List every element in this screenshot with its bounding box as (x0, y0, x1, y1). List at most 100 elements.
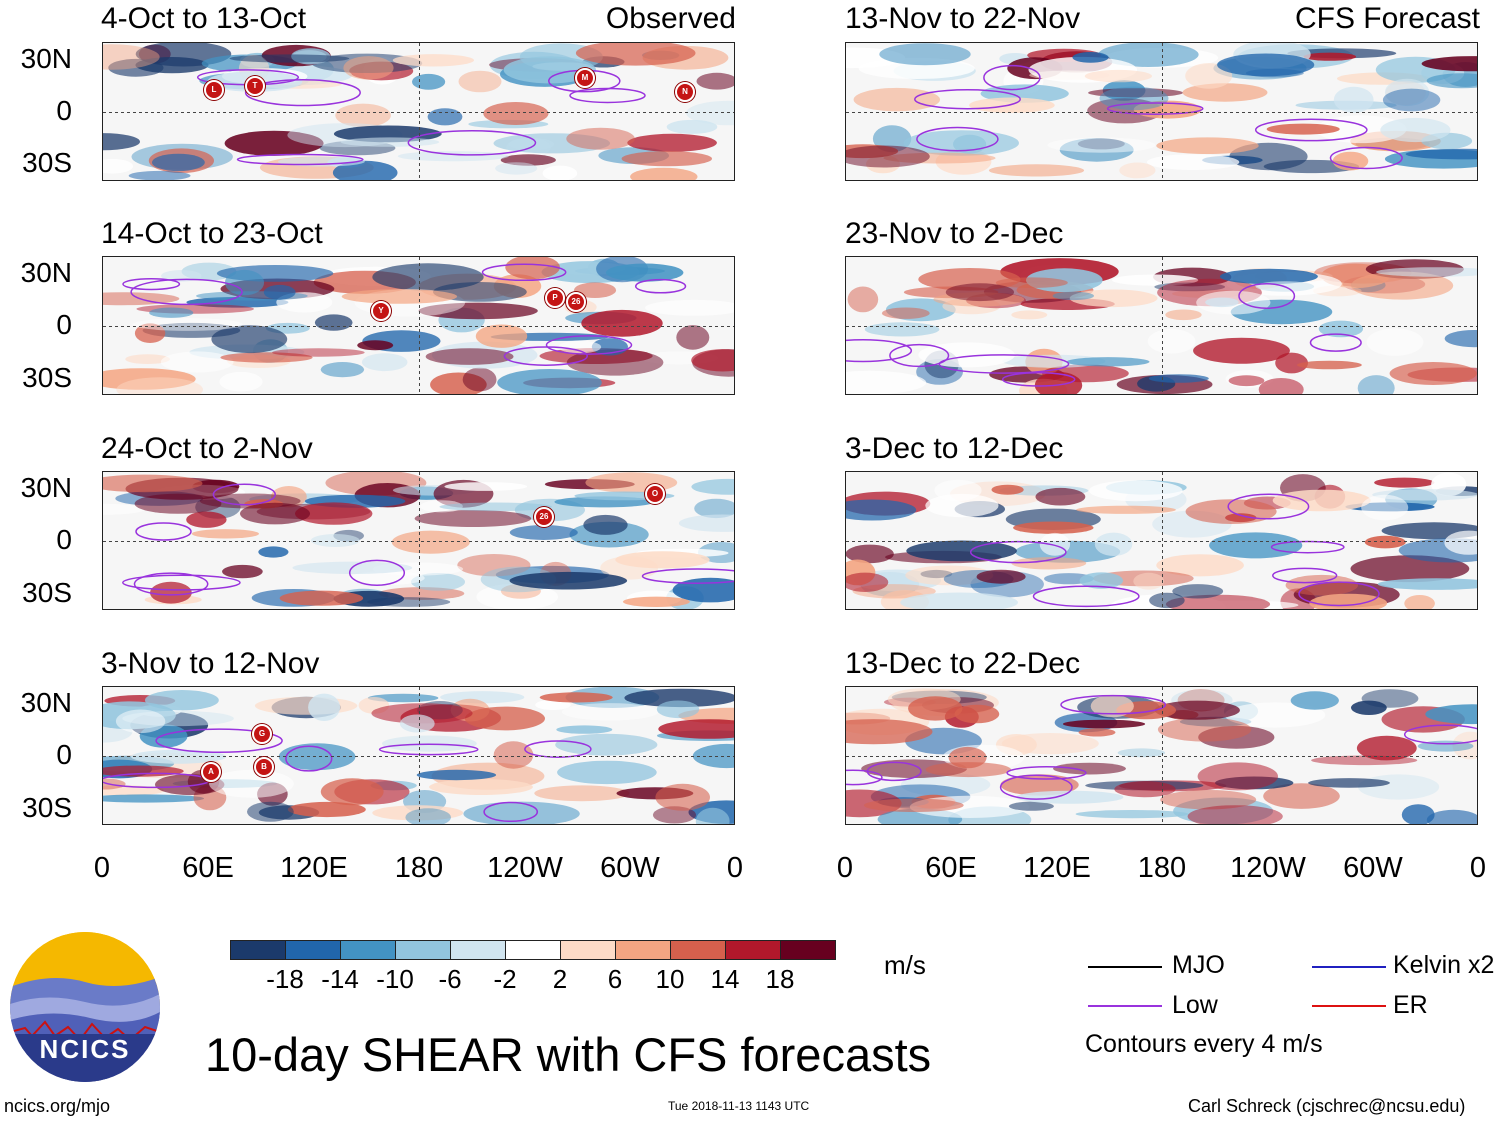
panel-title: 23-Nov to 2-Dec (845, 217, 1064, 250)
lon-label: 180 (1137, 852, 1187, 884)
shear-anomaly-blob (846, 499, 917, 521)
shear-anomaly-blob (457, 554, 531, 577)
shear-anomaly-blob (1011, 310, 1048, 320)
low-contour (130, 278, 243, 306)
shear-anomaly-blob (418, 302, 538, 320)
shear-anomaly-blob (505, 257, 560, 280)
shear-anomaly-blob (542, 165, 578, 180)
shear-anomaly-blob (621, 151, 712, 167)
shear-map (845, 686, 1478, 825)
shear-anomaly-blob (149, 307, 194, 318)
shear-anomaly-blob (367, 597, 451, 607)
shear-anomaly-blob (160, 351, 234, 373)
lat-label-30n: 30N (20, 257, 72, 288)
low-contour (914, 88, 1021, 110)
shear-anomaly-blob (272, 348, 365, 357)
shear-anomaly-blob (695, 807, 730, 824)
colorbar-label: 14 (710, 964, 740, 994)
shear-anomaly-blob (497, 369, 602, 394)
colorbar-label: 2 (552, 964, 568, 994)
shear-anomaly-blob (933, 292, 1025, 307)
storm-marker: N (675, 82, 695, 102)
shear-anomaly-blob (392, 54, 474, 67)
shear-anomaly-blob (561, 703, 659, 721)
shear-anomaly-blob (539, 692, 613, 703)
shear-anomaly-blob (103, 794, 205, 803)
shear-anomaly-blob (1154, 700, 1240, 720)
shear-anomaly-blob (463, 801, 580, 824)
shear-anomaly-blob (864, 322, 940, 337)
shear-anomaly-blob (573, 282, 617, 298)
low-contour (122, 277, 181, 291)
shear-map (845, 256, 1478, 395)
shear-anomaly-blob (1066, 357, 1150, 367)
panel-title: 13-Nov to 22-Nov (845, 2, 1081, 35)
lon-label: 0 (726, 852, 744, 884)
shear-anomaly-blob (627, 133, 717, 152)
shear-anomaly-blob (1075, 810, 1189, 819)
shear-anomaly-blob (1034, 371, 1083, 394)
shear-anomaly-blob (1405, 148, 1477, 160)
shear-anomaly-blob (1318, 320, 1364, 338)
shear-anomaly-blob (1224, 702, 1326, 728)
shear-anomaly-blob (483, 102, 549, 125)
shear-anomaly-blob (988, 164, 1085, 177)
colorbar-box (560, 940, 616, 960)
shear-anomaly-blob (853, 87, 940, 112)
shear-anomaly-blob (211, 325, 288, 354)
colorbar-box (450, 940, 506, 960)
shear-anomaly-blob (145, 690, 219, 711)
shear-anomaly-blob (1090, 694, 1134, 718)
shear-anomaly-blob (1197, 762, 1278, 791)
lon-label: 120W (1230, 852, 1306, 884)
panel-title: 3-Dec to 12-Dec (845, 432, 1064, 465)
shear-anomaly-blob (1303, 52, 1357, 61)
shear-anomaly-blob (1077, 138, 1125, 150)
low-contour (244, 78, 361, 107)
shear-anomaly-blob (343, 56, 394, 80)
shear-anomaly-blob (1157, 717, 1252, 742)
shear-anomaly-blob (131, 749, 227, 764)
shear-anomaly-blob (658, 719, 734, 739)
shear-anomaly-blob (908, 696, 963, 721)
low-contour (285, 745, 333, 772)
shear-anomaly-blob (883, 152, 996, 164)
shear-anomaly-blob (134, 493, 222, 514)
shear-anomaly-blob (1114, 781, 1176, 798)
shear-map (845, 471, 1478, 610)
colorbar-label: -10 (376, 964, 414, 994)
shear-anomaly-blob (425, 348, 514, 365)
shear-anomaly-blob (1072, 52, 1109, 63)
low-contour (1403, 724, 1477, 745)
low-contour (503, 346, 588, 366)
shear-anomaly-blob (254, 696, 358, 715)
shear-anomaly-blob (229, 54, 350, 63)
shear-anomaly-blob (1357, 375, 1395, 394)
shear-anomaly-blob (308, 693, 341, 721)
shear-anomaly-blob (1039, 532, 1071, 556)
shear-anomaly-blob (495, 162, 538, 175)
low-contour (135, 522, 192, 541)
shear-anomaly-blob (1089, 480, 1183, 502)
shear-anomaly-blob (583, 514, 628, 535)
low-contour (481, 263, 567, 282)
lat-label-eq: 0 (56, 95, 72, 126)
shear-anomaly-blob (555, 733, 658, 756)
shear-anomaly-blob (900, 592, 1018, 609)
shear-anomaly-blob (1351, 271, 1454, 300)
shear-anomaly-blob (1078, 728, 1116, 737)
shear-anomaly-blob (500, 154, 556, 166)
shear-anomaly-blob (1147, 329, 1196, 354)
shear-anomaly-blob (500, 583, 541, 599)
colorbar-label: 6 (607, 964, 623, 994)
footer-url[interactable]: ncics.org/mjo (4, 1096, 111, 1116)
lat-label-30s: 30S (22, 147, 72, 178)
shear-anomaly-blob (879, 43, 971, 66)
low-contour (983, 64, 1041, 91)
shear-anomaly-blob (954, 704, 1000, 724)
shear-anomaly-blob (1333, 86, 1374, 113)
shear-anomaly-blob (1052, 291, 1094, 301)
low-contour (1227, 493, 1310, 520)
shear-anomaly-blob (1185, 63, 1233, 89)
shear-anomaly-blob (439, 502, 552, 512)
